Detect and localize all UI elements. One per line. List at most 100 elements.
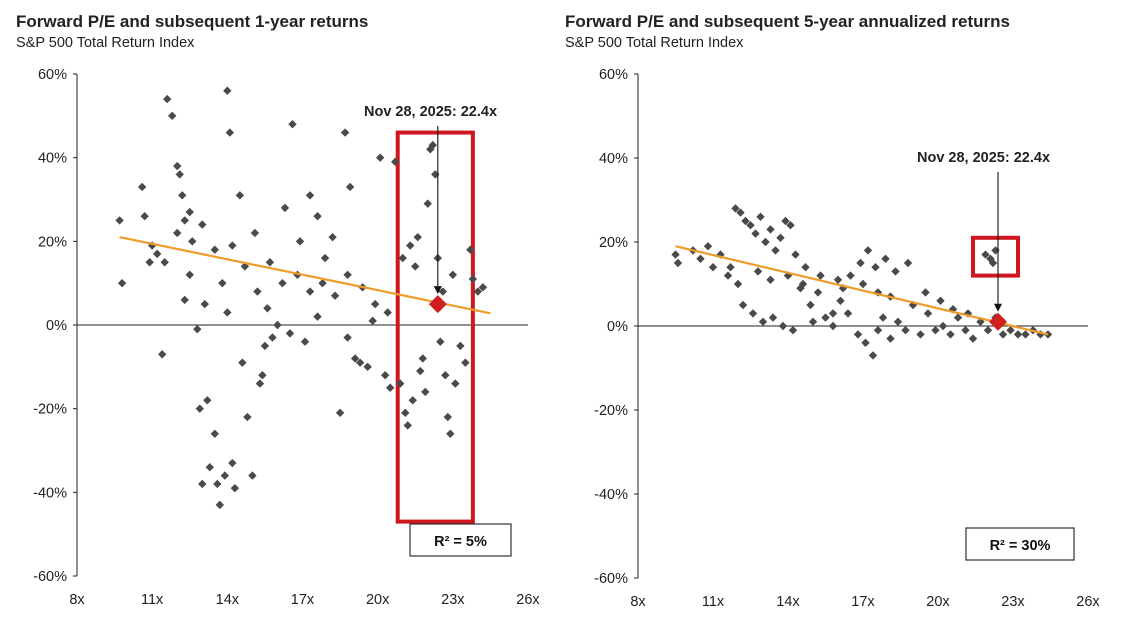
x-tick-label: 20x xyxy=(366,592,390,608)
annotation-arrow-head xyxy=(994,303,1002,312)
x-tick-label: 11x xyxy=(141,592,164,608)
data-point xyxy=(778,321,788,331)
chart-subtitle: S&P 500 Total Return Index xyxy=(565,35,744,51)
data-point xyxy=(368,316,377,326)
data-point xyxy=(748,309,758,318)
x-tick-label: 11x xyxy=(702,594,725,610)
trend-line xyxy=(675,245,1049,336)
data-point xyxy=(733,279,743,289)
data-point xyxy=(398,253,407,263)
data-point xyxy=(758,317,768,326)
data-point xyxy=(330,291,340,300)
data-point xyxy=(753,267,763,276)
data-point xyxy=(265,258,275,267)
data-point xyxy=(1043,330,1053,339)
data-point xyxy=(380,371,390,380)
data-point xyxy=(703,242,713,251)
annotation-arrow-head xyxy=(433,286,442,295)
data-point xyxy=(205,463,214,472)
data-point xyxy=(180,295,189,305)
data-point xyxy=(178,191,187,200)
data-point xyxy=(731,204,740,213)
x-tick-label: 8x xyxy=(69,592,85,608)
data-point xyxy=(278,278,287,288)
annotation-label: Nov 28, 2025: 22.4x xyxy=(364,104,497,120)
data-point xyxy=(403,421,412,430)
chart-panel-5yr: -60% -40% -20% 0% 20% 40% 60% 8x 11x 14x 17x 20x 23x… xyxy=(560,0,1120,628)
data-point xyxy=(891,267,900,276)
data-point xyxy=(117,278,127,288)
data-point xyxy=(981,250,990,259)
chart-panel-1yr: -60% -40% -20% 0% 20% 40% 60% 8x 11x 14x 17x 20x 23x… xyxy=(0,0,560,628)
highlight-box xyxy=(395,130,475,524)
data-point xyxy=(436,337,445,346)
data-point xyxy=(766,275,775,284)
data-point xyxy=(828,321,838,331)
data-point xyxy=(263,304,272,313)
data-point xyxy=(428,140,437,150)
data-point xyxy=(215,500,225,510)
data-point xyxy=(448,270,458,279)
data-point xyxy=(858,279,868,289)
y-tick-label: -60% xyxy=(594,571,628,587)
data-point xyxy=(340,128,350,137)
data-point xyxy=(210,429,220,438)
data-point xyxy=(953,313,963,322)
data-point xyxy=(766,225,775,234)
data-point xyxy=(846,271,855,280)
y-tick-label: 40% xyxy=(38,151,67,167)
data-point xyxy=(280,203,290,213)
data-point xyxy=(383,308,392,317)
data-point xyxy=(983,326,993,335)
data-point xyxy=(300,337,310,346)
data-point xyxy=(468,274,478,284)
y-tick-label: -40% xyxy=(33,485,67,501)
highlight-box xyxy=(971,235,1020,278)
x-tick-label: 20x xyxy=(926,594,950,610)
data-point xyxy=(441,371,450,380)
data-point xyxy=(345,182,355,192)
data-point xyxy=(223,86,232,95)
data-point xyxy=(255,379,265,388)
data-point xyxy=(988,258,998,268)
y-tick-label: 60% xyxy=(38,67,67,83)
y-tick-label: 0% xyxy=(46,318,67,334)
data-point xyxy=(801,263,810,272)
data-point xyxy=(446,429,455,438)
data-point xyxy=(250,228,260,238)
data-point xyxy=(188,237,197,246)
data-point xyxy=(946,330,955,339)
data-point xyxy=(363,362,372,372)
data-point xyxy=(843,309,853,318)
data-point xyxy=(243,412,252,422)
data-point xyxy=(168,111,177,121)
data-point xyxy=(406,241,415,250)
data-point xyxy=(816,271,825,280)
data-point xyxy=(741,216,750,226)
data-point xyxy=(198,220,207,229)
data-point xyxy=(786,221,795,230)
x-tick-label: 23x xyxy=(1001,594,1025,610)
data-point xyxy=(213,479,222,489)
r-squared-label: R² = 5% xyxy=(434,534,487,550)
x-tick-label: 17x xyxy=(291,592,315,608)
data-point xyxy=(228,458,237,468)
scatter-chart-5yr: -60% -40% -20% 0% 20% 40% 60% 8x 11x 14x 17x 20x 23x… xyxy=(594,67,1100,610)
r-squared-label: R² = 30% xyxy=(990,538,1051,554)
data-point xyxy=(806,300,815,310)
x-tick-label: 26x xyxy=(1076,594,1100,610)
data-point xyxy=(921,288,930,297)
data-point xyxy=(375,153,385,162)
data-point xyxy=(836,296,845,305)
data-point xyxy=(157,350,167,359)
data-point xyxy=(193,324,202,334)
data-point xyxy=(798,279,808,289)
data-point xyxy=(751,229,760,238)
data-point xyxy=(1021,330,1030,339)
y-tick-label: 20% xyxy=(38,234,67,250)
data-point xyxy=(335,408,345,418)
data-point xyxy=(305,287,315,296)
data-point xyxy=(923,309,933,318)
data-point xyxy=(833,275,843,284)
data-point xyxy=(355,358,365,367)
